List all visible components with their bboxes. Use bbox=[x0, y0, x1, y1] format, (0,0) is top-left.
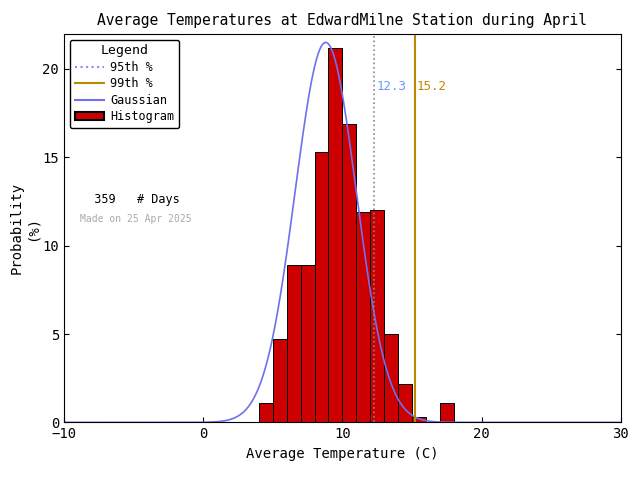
Bar bbox=[315, 152, 328, 422]
Bar bbox=[342, 124, 356, 422]
Bar bbox=[287, 265, 301, 422]
Text: 359   # Days: 359 # Days bbox=[79, 193, 179, 206]
Bar bbox=[356, 212, 370, 422]
Legend: 95th %, 99th %, Gaussian, Histogram: 95th %, 99th %, Gaussian, Histogram bbox=[70, 39, 179, 128]
Bar bbox=[384, 334, 398, 422]
Bar bbox=[440, 403, 454, 422]
Y-axis label: Probability
(%): Probability (%) bbox=[10, 182, 40, 274]
Text: Made on 25 Apr 2025: Made on 25 Apr 2025 bbox=[79, 214, 191, 224]
Bar bbox=[398, 384, 412, 422]
Title: Average Temperatures at EdwardMilne Station during April: Average Temperatures at EdwardMilne Stat… bbox=[97, 13, 588, 28]
Bar bbox=[259, 403, 273, 422]
Text: 12.3: 12.3 bbox=[376, 80, 406, 93]
Bar bbox=[328, 48, 342, 422]
Bar bbox=[301, 265, 315, 422]
Bar bbox=[412, 417, 426, 422]
Text: 15.2: 15.2 bbox=[417, 80, 447, 93]
X-axis label: Average Temperature (C): Average Temperature (C) bbox=[246, 447, 438, 461]
Bar bbox=[370, 210, 384, 422]
Bar bbox=[273, 339, 287, 422]
